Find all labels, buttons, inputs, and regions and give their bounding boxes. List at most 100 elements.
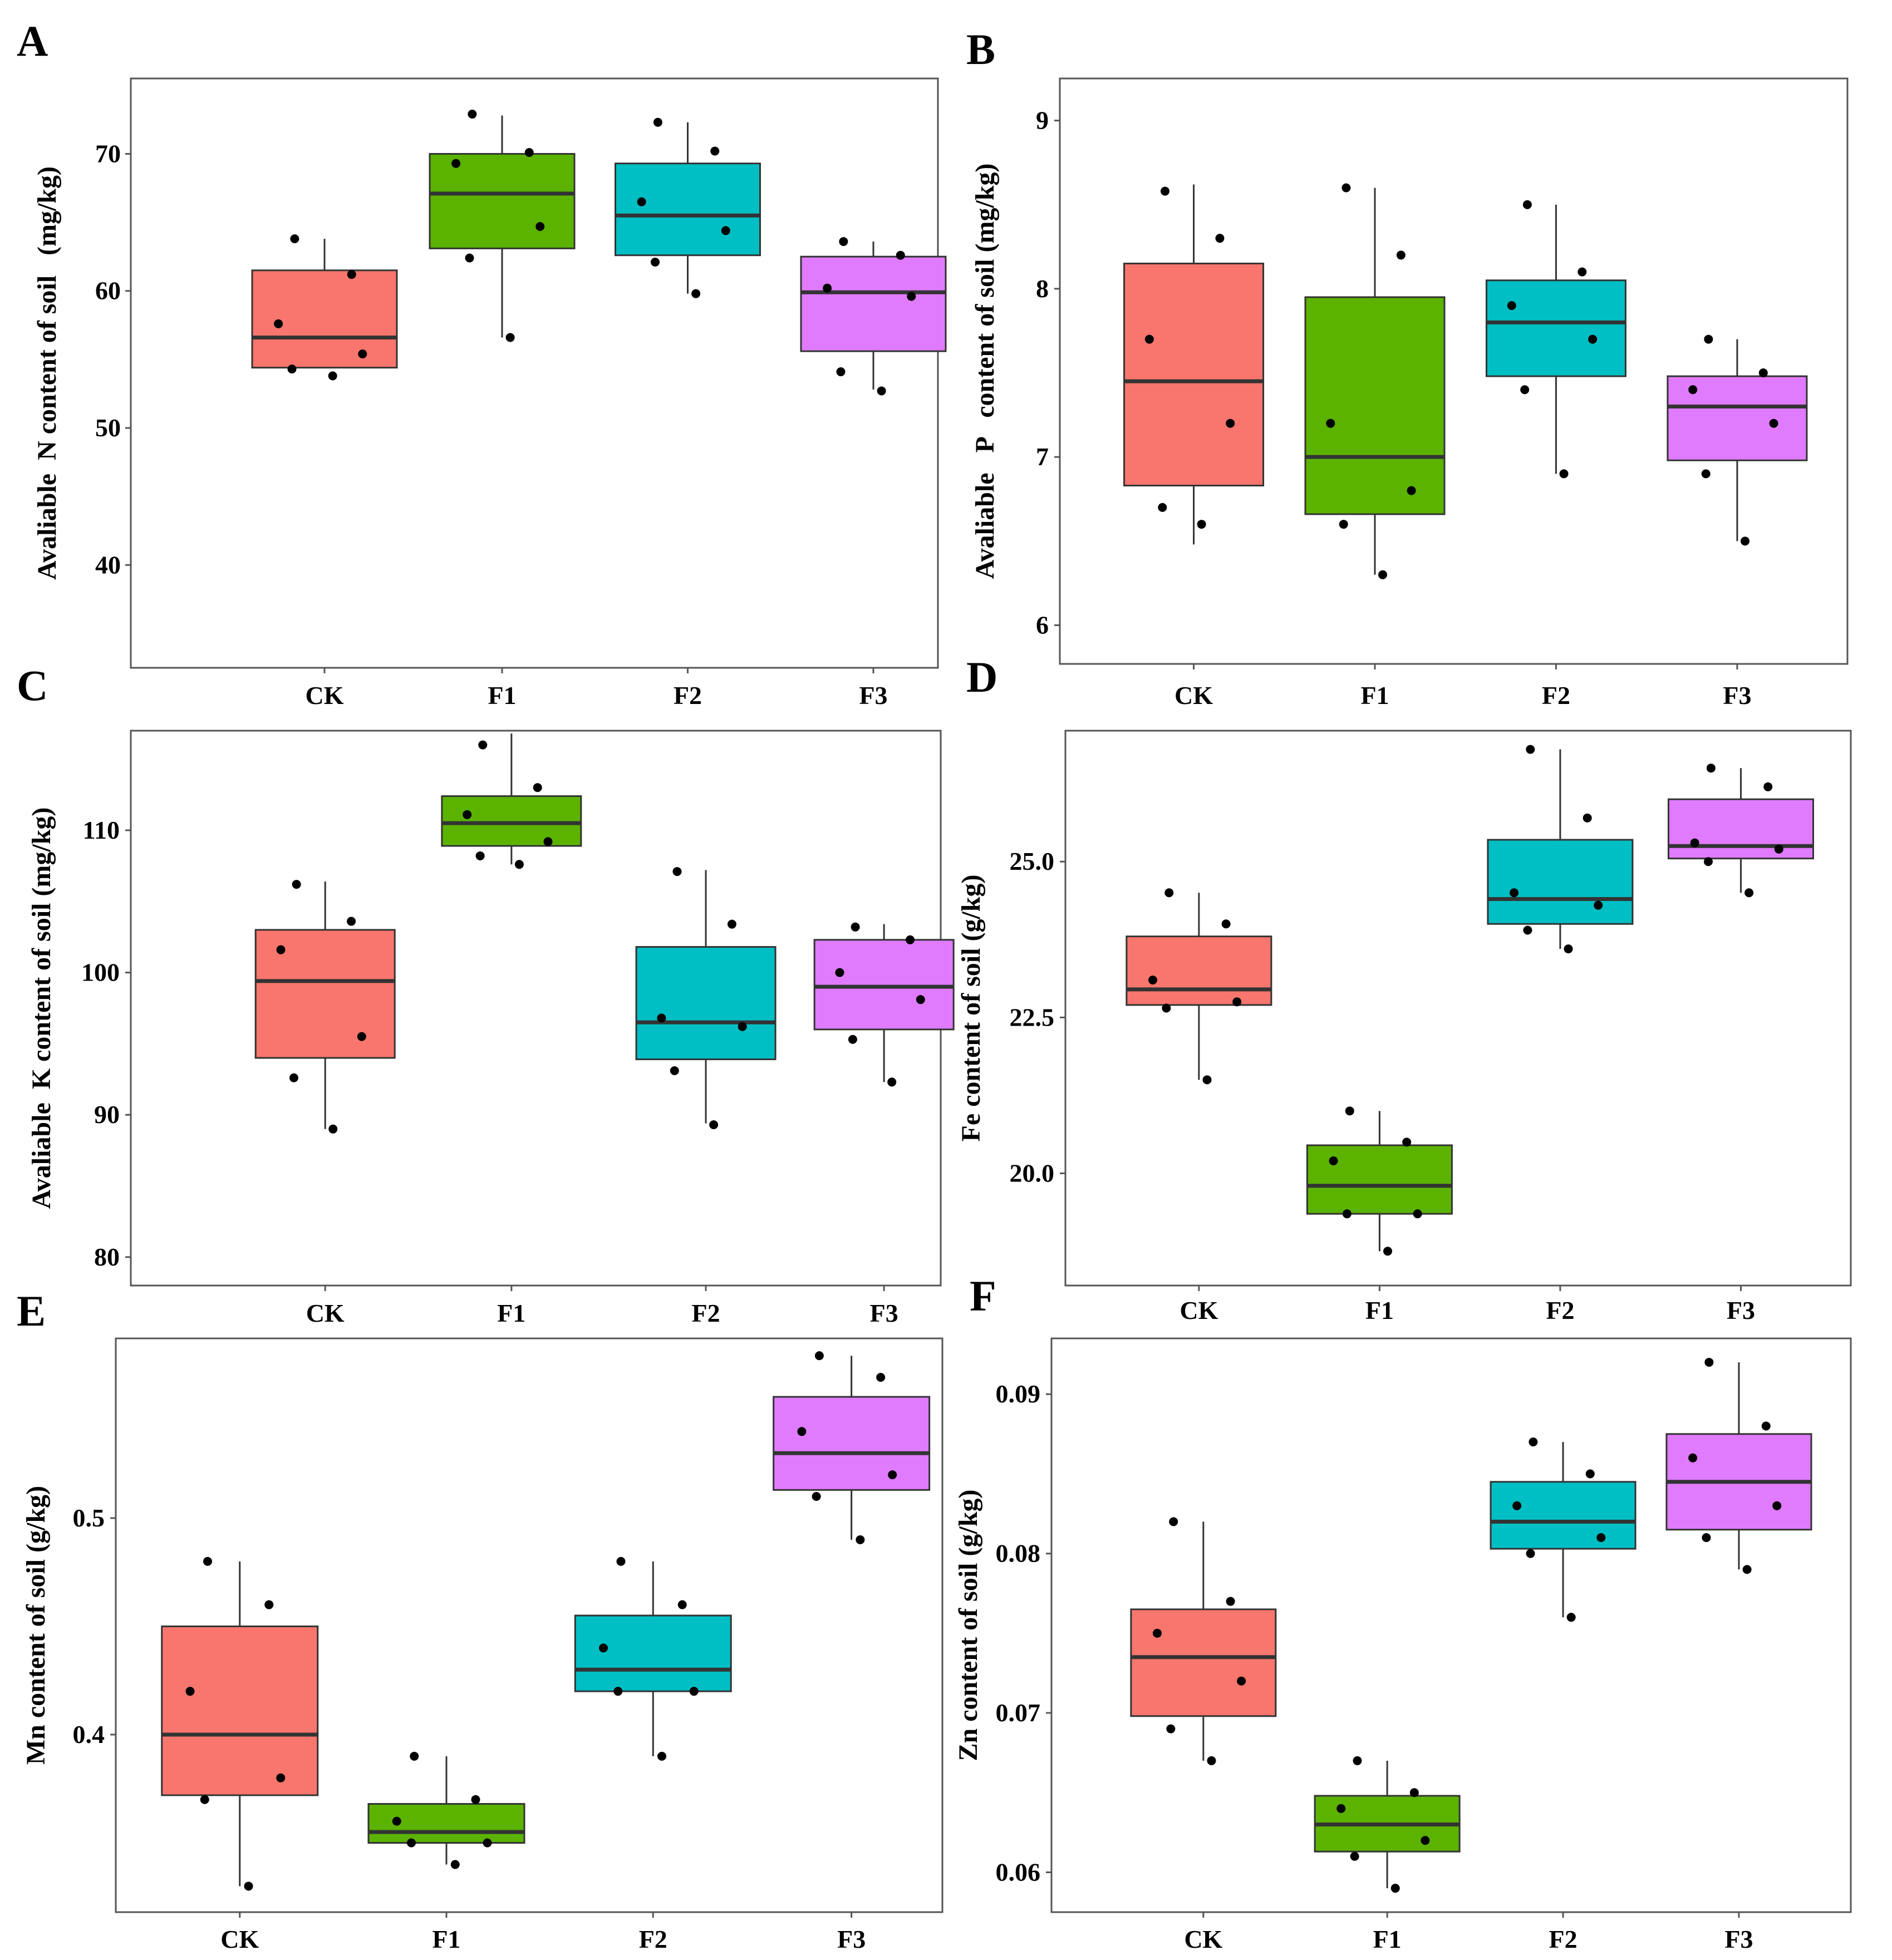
y-tick-label: 25.0 bbox=[1010, 847, 1055, 875]
data-point bbox=[1232, 997, 1242, 1007]
iqr-box bbox=[813, 939, 955, 1031]
data-point bbox=[1583, 813, 1592, 823]
x-tick-label: F1 bbox=[1365, 1296, 1394, 1324]
y-axis-title: Mn content of soil (g/kg) bbox=[21, 1486, 51, 1765]
box-f2: F2 bbox=[615, 117, 761, 710]
y-tick-label: 40 bbox=[95, 550, 121, 579]
data-point bbox=[1772, 1501, 1782, 1510]
data-point bbox=[721, 226, 730, 235]
data-point bbox=[1742, 1565, 1752, 1574]
box-ck: CK bbox=[1123, 184, 1265, 710]
data-point bbox=[1701, 469, 1711, 479]
data-point bbox=[1703, 857, 1713, 866]
data-point bbox=[896, 250, 905, 260]
data-point bbox=[200, 1795, 209, 1804]
data-point bbox=[1237, 1676, 1246, 1686]
data-point bbox=[1402, 1137, 1412, 1147]
data-point bbox=[856, 1535, 865, 1544]
plot-frame bbox=[130, 77, 939, 669]
data-point bbox=[835, 968, 844, 977]
data-point bbox=[1529, 1437, 1538, 1447]
y-axis-title: Avaliable N content of soil (mg/kg) bbox=[32, 166, 62, 580]
data-point bbox=[689, 1687, 699, 1696]
data-point bbox=[637, 197, 646, 206]
data-point bbox=[1512, 1501, 1522, 1510]
data-point bbox=[1226, 418, 1235, 428]
iqr-box bbox=[1123, 263, 1265, 487]
data-point bbox=[1409, 1788, 1419, 1798]
data-point bbox=[1413, 1209, 1422, 1219]
data-point bbox=[524, 147, 534, 157]
data-point bbox=[1341, 183, 1351, 193]
x-tick-label: F2 bbox=[1542, 681, 1570, 710]
data-point bbox=[599, 1643, 608, 1653]
data-point bbox=[1226, 1597, 1235, 1606]
data-point bbox=[478, 740, 488, 750]
data-point bbox=[468, 110, 477, 119]
data-point bbox=[1202, 1075, 1212, 1085]
data-point bbox=[1383, 1247, 1393, 1256]
iqr-box bbox=[1130, 1608, 1277, 1717]
data-point bbox=[276, 945, 286, 954]
y-tick-label: 0.06 bbox=[996, 1858, 1041, 1886]
data-point bbox=[451, 159, 461, 168]
data-point bbox=[1763, 782, 1773, 791]
data-point bbox=[450, 1860, 460, 1869]
panel-letter-b: B bbox=[966, 25, 995, 73]
data-point bbox=[514, 860, 524, 869]
box-f3: F3 bbox=[813, 922, 955, 1327]
data-point bbox=[543, 837, 553, 846]
iqr-box bbox=[615, 162, 761, 257]
data-point bbox=[471, 1795, 480, 1804]
data-point bbox=[392, 1816, 401, 1826]
data-point bbox=[1704, 1357, 1714, 1367]
box-f3: F3 bbox=[800, 237, 947, 710]
data-point bbox=[465, 253, 474, 263]
iqr-box bbox=[1304, 296, 1446, 515]
panel-b: B 6 7 8 9 Avaliable P content of soil (mg/kg)… bbox=[966, 25, 1849, 710]
y-tick-label: 0.08 bbox=[996, 1539, 1041, 1568]
x-tick-label: F3 bbox=[859, 681, 887, 710]
data-point bbox=[677, 1600, 687, 1609]
data-point bbox=[1594, 900, 1603, 910]
data-point bbox=[839, 237, 848, 247]
box-f1: F1 bbox=[429, 110, 576, 710]
data-point bbox=[244, 1882, 253, 1891]
data-point bbox=[851, 922, 860, 932]
data-point bbox=[907, 292, 916, 301]
y-tick-label: 7 bbox=[1036, 442, 1049, 471]
data-point bbox=[1350, 1851, 1359, 1861]
y-tick-label: 100 bbox=[81, 958, 120, 987]
box-f3: F3 bbox=[1665, 1357, 1812, 1953]
box-f1: F1 bbox=[1314, 1756, 1461, 1953]
x-tick-label: CK bbox=[1174, 681, 1213, 710]
x-tick-label: F3 bbox=[837, 1925, 866, 1953]
x-tick-label: F1 bbox=[497, 1299, 525, 1327]
data-point bbox=[1342, 1209, 1352, 1219]
data-point bbox=[1378, 570, 1388, 579]
data-point bbox=[1160, 186, 1169, 196]
box-ck: CK bbox=[161, 1557, 319, 1953]
data-point bbox=[535, 221, 545, 231]
data-point bbox=[1152, 1628, 1162, 1638]
data-point bbox=[1326, 418, 1335, 428]
data-point bbox=[1702, 1533, 1711, 1542]
data-point bbox=[1144, 334, 1154, 344]
box-f2: F2 bbox=[1490, 1437, 1637, 1953]
data-point bbox=[814, 1351, 824, 1361]
plot-frame bbox=[1064, 730, 1852, 1287]
x-tick-label: F2 bbox=[639, 1925, 667, 1953]
box-f2: F2 bbox=[1487, 745, 1634, 1324]
y-tick-label: 22.5 bbox=[1010, 1003, 1055, 1031]
iqr-box bbox=[161, 1625, 319, 1796]
data-point bbox=[877, 386, 886, 396]
data-point bbox=[1162, 1003, 1171, 1013]
box-ck: CK bbox=[1126, 888, 1272, 1324]
iqr-box bbox=[1485, 279, 1626, 377]
x-tick-label: F3 bbox=[1724, 1925, 1753, 1953]
data-point bbox=[1706, 764, 1716, 773]
iqr-box bbox=[1490, 1481, 1637, 1550]
data-point bbox=[292, 880, 301, 889]
y-tick-label: 0.07 bbox=[996, 1698, 1041, 1727]
data-point bbox=[328, 371, 337, 381]
